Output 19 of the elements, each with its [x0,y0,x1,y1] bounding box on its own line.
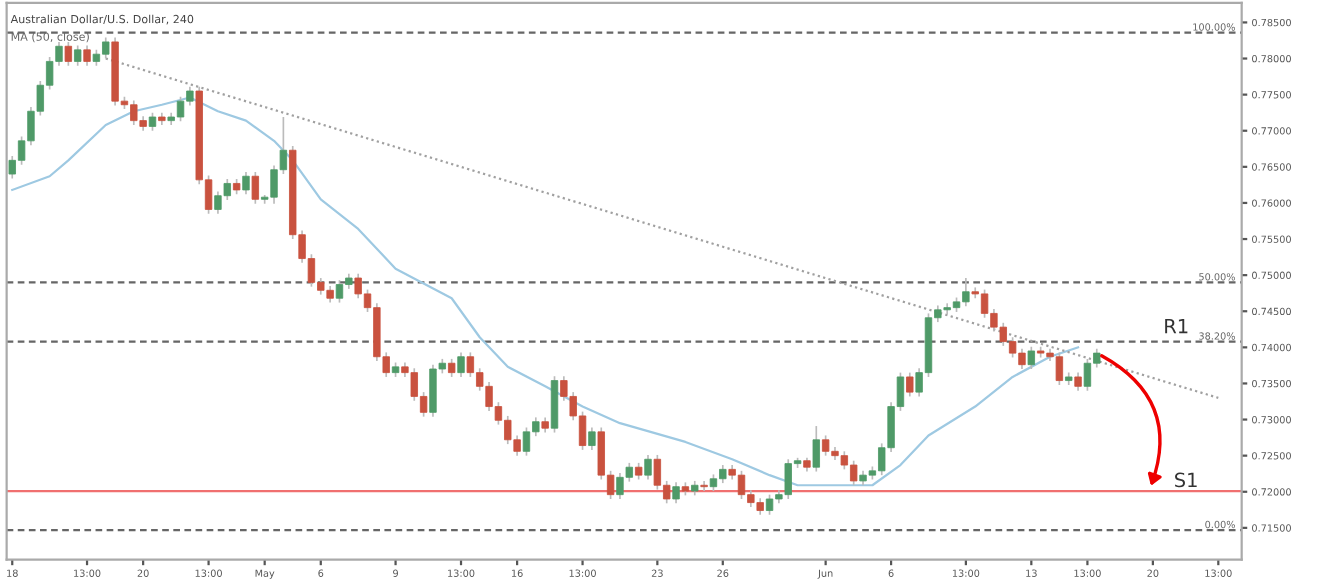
candlestick [83,44,91,67]
candlestick [1027,345,1036,370]
candlestick [148,111,157,132]
candlestick [74,44,82,67]
candlestick [588,426,596,451]
candlestick [672,481,680,505]
ref-line-label: S1 [1175,472,1197,488]
candlestick [906,371,914,398]
candlestick [64,41,73,67]
candlestick [1074,371,1082,392]
candlestick [550,375,559,434]
candlestick [700,480,708,492]
candlestick [242,171,250,196]
candlestick [251,171,260,205]
candlestick [457,351,465,378]
candlestick [644,454,652,481]
candlestick [812,425,820,473]
annotation: R1 [1165,319,1188,334]
candlestick [447,358,456,378]
